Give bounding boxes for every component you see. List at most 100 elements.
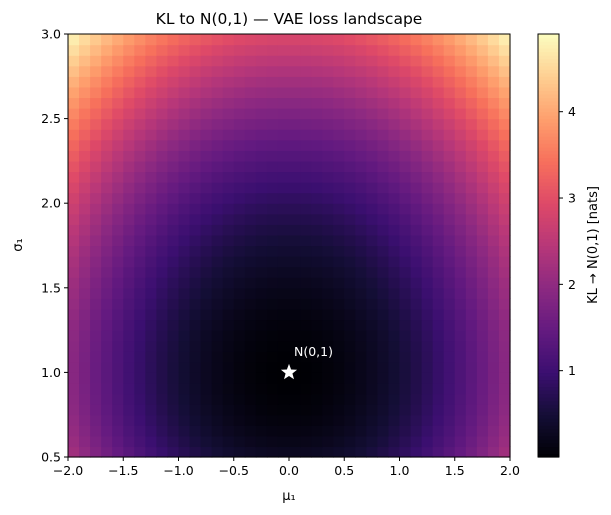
colorbar-segment bbox=[538, 146, 559, 151]
heatmap-cell bbox=[156, 256, 169, 268]
heatmap-cell bbox=[476, 160, 489, 173]
heatmap-cell bbox=[244, 446, 257, 458]
heatmap-cell bbox=[123, 97, 135, 109]
heatmap-cell bbox=[432, 256, 445, 268]
heatmap-cell bbox=[476, 224, 489, 236]
heatmap-cell bbox=[90, 203, 102, 215]
heatmap-cell bbox=[487, 150, 500, 162]
heatmap-cell bbox=[145, 245, 157, 257]
heatmap-cell bbox=[255, 340, 268, 352]
heatmap-cell bbox=[465, 446, 478, 458]
heatmap-cell bbox=[189, 361, 202, 373]
heatmap-cell bbox=[399, 340, 412, 352]
heatmap-cell bbox=[167, 319, 180, 331]
heatmap-cell bbox=[388, 404, 401, 416]
colorbar-segment bbox=[538, 136, 559, 141]
heatmap-cell bbox=[134, 382, 146, 395]
heatmap-cell bbox=[68, 139, 80, 151]
heatmap-cell bbox=[189, 55, 202, 67]
heatmap-cell bbox=[443, 97, 456, 109]
heatmap-cell bbox=[112, 393, 124, 405]
heatmap-cell bbox=[167, 330, 180, 342]
heatmap-cell bbox=[90, 393, 102, 405]
colorbar-segment bbox=[538, 284, 559, 289]
heatmap-cell bbox=[454, 234, 467, 247]
heatmap-cell bbox=[134, 287, 146, 299]
heatmap-cell bbox=[311, 182, 323, 194]
heatmap-cell bbox=[145, 414, 157, 426]
heatmap-cell bbox=[410, 414, 423, 426]
heatmap-cell bbox=[178, 287, 191, 299]
y-tick-label: 3.0 bbox=[41, 27, 61, 42]
heatmap-cell bbox=[476, 372, 489, 384]
heatmap-cell bbox=[101, 308, 113, 321]
heatmap-cell bbox=[333, 234, 345, 247]
heatmap-cell bbox=[333, 129, 345, 141]
heatmap-cell bbox=[233, 118, 246, 130]
heatmap-cell bbox=[498, 192, 511, 204]
heatmap-cell bbox=[333, 340, 345, 352]
heatmap-cell bbox=[145, 213, 157, 225]
heatmap-cell bbox=[289, 55, 301, 67]
heatmap-cell bbox=[399, 234, 412, 247]
heatmap-cell bbox=[167, 234, 180, 247]
heatmap-cell bbox=[233, 34, 246, 46]
heatmap-cell bbox=[454, 340, 467, 352]
heatmap-cell bbox=[145, 118, 157, 130]
heatmap-cell bbox=[344, 351, 356, 363]
heatmap-cell bbox=[333, 97, 345, 109]
heatmap-cell bbox=[156, 65, 169, 77]
heatmap-cell bbox=[443, 351, 456, 363]
heatmap-cell bbox=[443, 139, 456, 151]
heatmap-cell bbox=[443, 129, 456, 141]
heatmap-cell bbox=[322, 213, 334, 225]
heatmap-cell bbox=[399, 435, 412, 448]
heatmap-cell bbox=[344, 393, 356, 405]
heatmap-cell bbox=[487, 425, 500, 437]
heatmap-cell bbox=[101, 351, 113, 363]
heatmap-cell bbox=[68, 129, 80, 141]
heatmap-cell bbox=[266, 372, 279, 384]
colorbar-segment bbox=[538, 354, 559, 359]
heatmap-cell bbox=[200, 34, 213, 46]
heatmap-cell bbox=[421, 171, 434, 183]
colorbar-segment bbox=[538, 347, 559, 352]
colorbar-segment bbox=[538, 93, 559, 99]
heatmap-cell bbox=[167, 76, 180, 88]
heatmap-cell bbox=[112, 372, 124, 384]
heatmap-cell bbox=[222, 97, 235, 109]
heatmap-cell bbox=[112, 446, 124, 458]
heatmap-cell bbox=[300, 319, 312, 331]
heatmap-cell bbox=[498, 425, 511, 437]
heatmap-cell bbox=[266, 192, 279, 204]
colorbar-segment bbox=[538, 51, 559, 56]
heatmap-cell bbox=[134, 97, 146, 109]
heatmap-cell bbox=[355, 308, 367, 321]
heatmap-cell bbox=[322, 277, 334, 289]
heatmap-cell bbox=[244, 129, 257, 141]
heatmap-cell bbox=[277, 86, 290, 99]
heatmap-cell bbox=[167, 372, 180, 384]
heatmap-cell bbox=[211, 287, 224, 299]
heatmap-cell bbox=[222, 150, 235, 162]
heatmap-cell bbox=[134, 171, 146, 183]
colorbar-segment bbox=[538, 196, 559, 201]
colorbar-segment bbox=[538, 379, 559, 384]
heatmap-cell bbox=[355, 234, 367, 247]
heatmap-cell bbox=[101, 34, 113, 46]
heatmap-cell bbox=[355, 319, 367, 331]
heatmap-cell bbox=[344, 44, 356, 56]
heatmap-cell bbox=[255, 351, 268, 363]
heatmap-cell bbox=[410, 256, 423, 268]
heatmap-cell bbox=[233, 425, 246, 437]
heatmap-cell bbox=[255, 213, 268, 225]
heatmap-cell bbox=[410, 108, 423, 120]
heatmap-cell bbox=[421, 160, 434, 173]
heatmap-cell bbox=[377, 277, 390, 289]
heatmap-cell bbox=[289, 446, 301, 458]
heatmap-cell bbox=[266, 55, 279, 67]
colorbar-segment bbox=[538, 189, 559, 194]
heatmap-cell bbox=[465, 425, 478, 437]
heatmap-cell bbox=[421, 55, 434, 67]
heatmap-cell bbox=[443, 108, 456, 120]
